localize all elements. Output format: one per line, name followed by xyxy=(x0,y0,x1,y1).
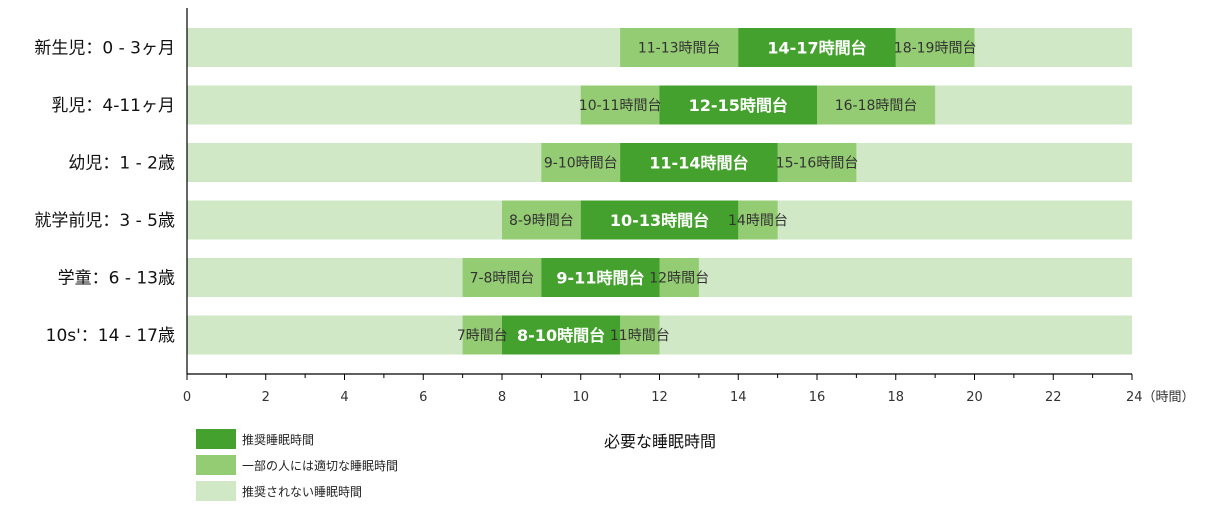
legend: 推奨睡眠時間 一部の人には適切な睡眠時間 推奨されない睡眠時間 xyxy=(196,428,398,506)
data-label-low: 9-10時間台 xyxy=(544,156,618,172)
bar-appropriate-high xyxy=(738,200,778,240)
x-tick-label: 10 xyxy=(572,390,589,405)
bar-recommended xyxy=(738,28,896,67)
data-label-low: 10-11時間台 xyxy=(579,98,662,114)
data-label-recommended: 14-17時間台 xyxy=(767,39,866,58)
x-tick-label: 6 xyxy=(419,390,427,405)
x-tick-label: 4 xyxy=(340,390,348,405)
x-axis-title: 必要な睡眠時間 xyxy=(603,432,716,451)
x-tick-label: 20 xyxy=(966,390,983,405)
x-tick-label: 14 xyxy=(730,390,747,405)
data-label-low: 11-13時間台 xyxy=(638,41,721,57)
bar-appropriate-low xyxy=(502,200,581,240)
x-tick-label: 16 xyxy=(809,390,826,405)
x-tick-label: 22 xyxy=(1045,390,1062,405)
bar-appropriate-low xyxy=(462,315,502,355)
bar-appropriate-low xyxy=(462,258,542,297)
category-label: 新生児：0 - 3ヶ月 xyxy=(34,39,175,59)
bar-appropriate-high xyxy=(895,28,975,67)
legend-item-appropriate: 一部の人には適切な睡眠時間 xyxy=(196,454,398,476)
bar-recommended xyxy=(620,143,778,182)
legend-swatch-recommended xyxy=(196,429,236,449)
category-label: 幼児：1 - 2歳 xyxy=(68,154,175,174)
x-tick-label: 12 xyxy=(651,390,668,405)
data-label-low: 7時間台 xyxy=(457,328,508,344)
bar-appropriate-low xyxy=(541,143,621,182)
data-label-recommended: 9-11時間台 xyxy=(556,269,644,288)
category-label: 10s'：14 - 17歳 xyxy=(46,326,175,346)
bar-appropriate-low xyxy=(620,28,739,67)
bar-recommended xyxy=(502,315,621,355)
bar-recommended xyxy=(580,200,739,240)
data-label-high: 18-19時間台 xyxy=(894,41,977,57)
bar-appropriate-low xyxy=(580,85,660,125)
category-label: 就学前児：3 - 5歳 xyxy=(34,211,175,231)
legend-item-not-recommended: 推奨されない睡眠時間 xyxy=(196,480,398,502)
chart-plot: 11-13時間台 14-17時間台 18-19時間台 新生児：0 - 3ヶ月 10-11… xyxy=(34,8,1195,405)
legend-label-appropriate: 一部の人には適切な睡眠時間 xyxy=(242,458,399,473)
data-label-high: 11時間台 xyxy=(610,328,670,344)
data-label-low: 7-8時間台 xyxy=(470,271,535,287)
legend-label-recommended: 推奨睡眠時間 xyxy=(242,432,315,447)
data-label-recommended: 12-15時間台 xyxy=(689,96,788,115)
x-tick-label: 24（時間） xyxy=(1126,390,1195,405)
x-tick-label: 18 xyxy=(887,390,904,405)
legend-label-not-recommended: 推奨されない睡眠時間 xyxy=(242,484,363,499)
data-label-recommended: 11-14時間台 xyxy=(649,154,748,173)
legend-swatch-appropriate xyxy=(196,455,236,475)
data-label-high: 14時間台 xyxy=(728,213,788,229)
data-label-recommended: 10-13時間台 xyxy=(610,211,709,230)
bar-appropriate-high xyxy=(659,258,699,297)
bar-appropriate-high xyxy=(620,315,660,355)
x-tick-label: 8 xyxy=(498,390,506,405)
data-label-high: 16-18時間台 xyxy=(835,98,918,114)
x-tick-label: 0 xyxy=(183,390,191,405)
bar-recommended xyxy=(659,85,817,125)
category-label: 学童：6 - 13歳 xyxy=(58,269,175,289)
data-label-high: 15-16時間台 xyxy=(776,156,859,172)
data-label-low: 8-9時間台 xyxy=(509,213,574,229)
legend-swatch-not-recommended xyxy=(196,481,236,501)
bar-appropriate-high xyxy=(817,85,936,125)
bar-recommended xyxy=(541,258,660,297)
data-label-recommended: 8-10時間台 xyxy=(517,326,605,345)
x-tick-label: 2 xyxy=(262,390,270,405)
bar-appropriate-high xyxy=(777,143,857,182)
legend-item-recommended: 推奨睡眠時間 xyxy=(196,428,398,450)
data-label-high: 12時間台 xyxy=(649,271,709,287)
category-label: 乳児：4-11ヶ月 xyxy=(51,96,175,116)
